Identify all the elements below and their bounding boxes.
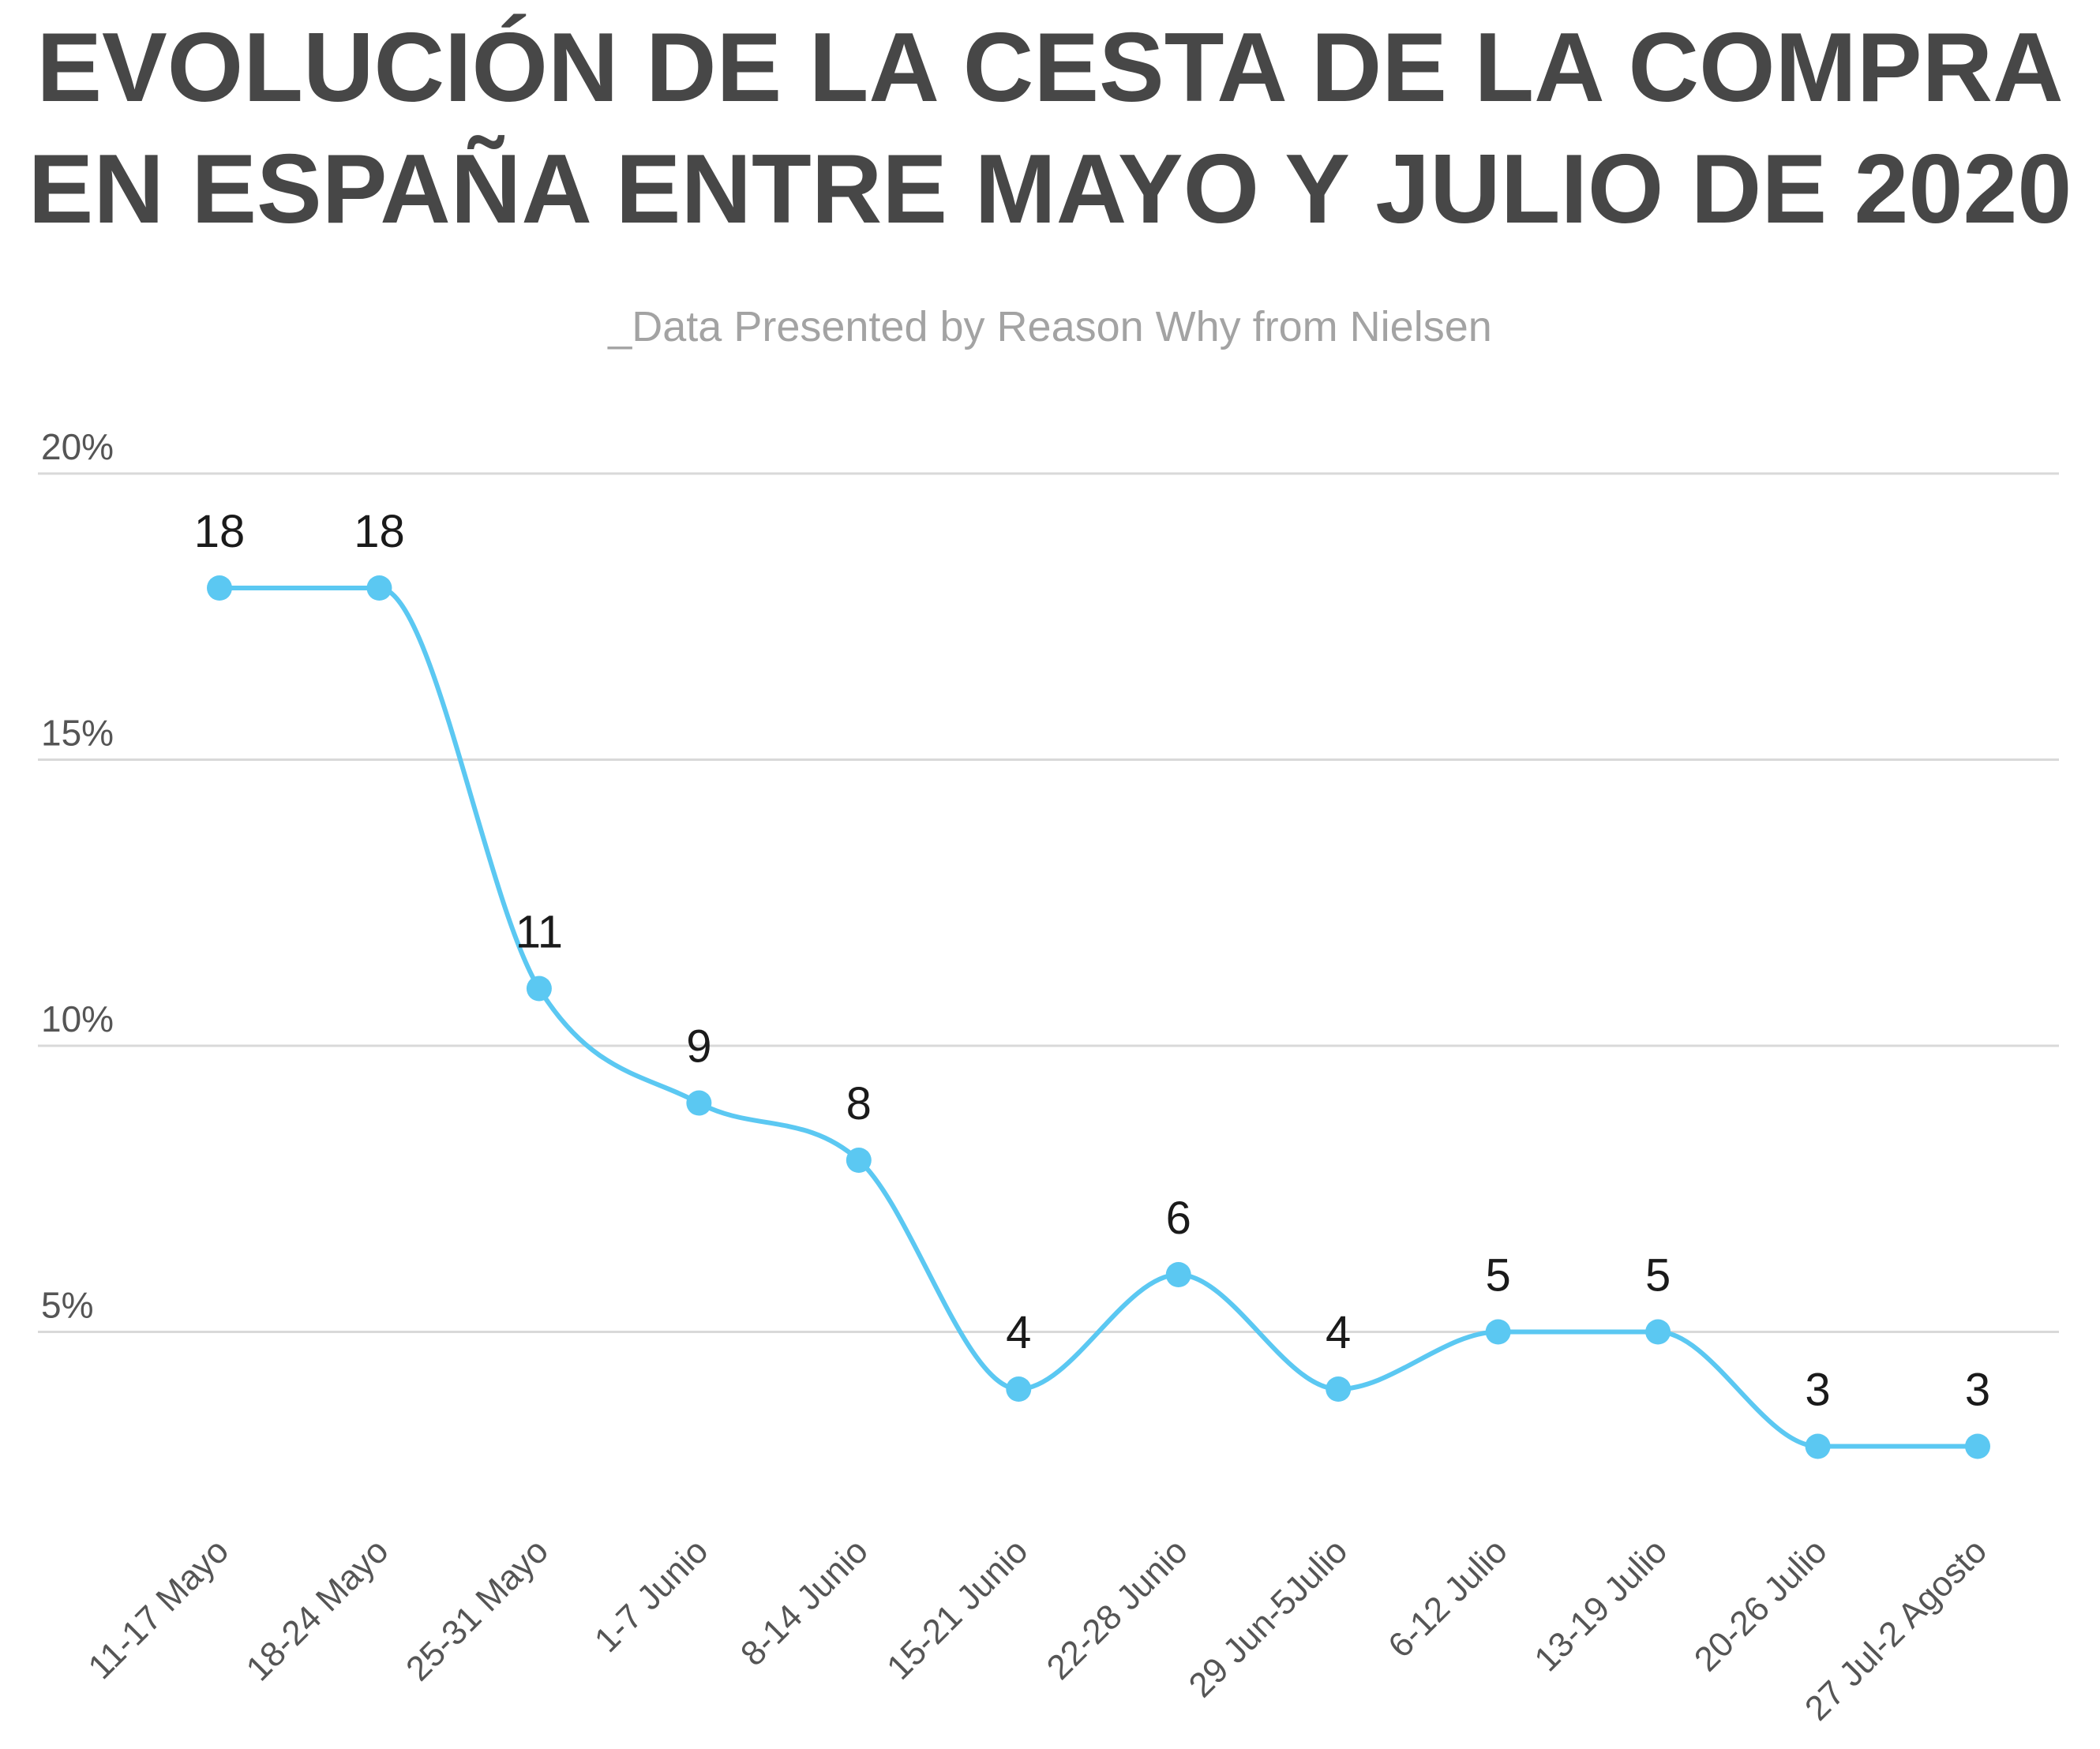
- chart-title-line-1: EVOLUCIÓN DE LA CESTA DE LA COMPRA: [36, 13, 2063, 122]
- data-label: 5: [1645, 1250, 1671, 1301]
- data-point: [1006, 1376, 1032, 1402]
- data-point: [207, 575, 232, 601]
- x-tick-label: 25-31 Mayo: [399, 1531, 556, 1688]
- x-tick-label: 8-14 Junio: [733, 1531, 876, 1673]
- data-label: 18: [354, 506, 405, 557]
- x-axis-ticks: 11-17 Mayo 18-24 Mayo 25-31 Mayo 1-7 Junio 8…: [81, 1531, 1994, 1728]
- data-label: 3: [1965, 1365, 1990, 1416]
- data-label: 6: [1166, 1193, 1191, 1244]
- data-point: [1165, 1262, 1191, 1287]
- y-tick-label: 10%: [41, 998, 114, 1039]
- data-label: 3: [1805, 1365, 1830, 1416]
- data-label: 9: [686, 1021, 711, 1073]
- data-label: 5: [1486, 1250, 1511, 1301]
- data-label: 8: [846, 1078, 872, 1129]
- y-tick-label: 5%: [41, 1285, 93, 1326]
- data-labels: 18 18 11 9 8 4 6 4 5 5 3 3: [194, 506, 1990, 1416]
- data-point: [846, 1148, 872, 1173]
- x-tick-label: 20-26 Julio: [1687, 1531, 1835, 1679]
- x-tick-label: 18-24 Mayo: [239, 1531, 396, 1688]
- chart-subtitle: _Data Presented by Reason Why from Niels…: [607, 303, 1492, 350]
- data-point: [686, 1090, 712, 1116]
- data-point: [526, 976, 552, 1002]
- data-point: [1965, 1433, 1990, 1459]
- data-label: 18: [194, 506, 246, 557]
- y-tick-label: 15%: [41, 713, 114, 754]
- chart-title-line-2: EN ESPAÑA ENTRE MAYO Y JULIO DE 2020: [28, 135, 2072, 244]
- data-point: [1645, 1319, 1671, 1345]
- data-point: [1805, 1433, 1831, 1459]
- y-tick-label: 20%: [41, 426, 114, 467]
- x-tick-label: 11-17 Mayo: [81, 1531, 236, 1687]
- y-axis-ticks: 5% 10% 15% 20%: [41, 426, 114, 1326]
- data-label: 4: [1006, 1307, 1031, 1358]
- data-point: [366, 575, 392, 601]
- x-tick-label: 29 Jun-5Julio: [1182, 1531, 1356, 1705]
- data-label: 4: [1326, 1307, 1351, 1358]
- x-tick-label: 6-12 Julio: [1381, 1531, 1515, 1665]
- data-point: [1485, 1319, 1511, 1345]
- x-tick-label: 13-19 Julio: [1527, 1531, 1674, 1679]
- gridlines: [38, 472, 2059, 1333]
- data-point: [1326, 1376, 1352, 1402]
- data-label: 11: [516, 907, 563, 958]
- x-tick-label: 1-7 Junio: [587, 1531, 716, 1660]
- x-tick-label: 15-21 Junio: [879, 1531, 1035, 1687]
- series-line-group: [217, 585, 1980, 1449]
- data-points: [207, 575, 1990, 1459]
- x-tick-label: 22-28 Junio: [1040, 1531, 1195, 1687]
- series-line: [217, 585, 1980, 1449]
